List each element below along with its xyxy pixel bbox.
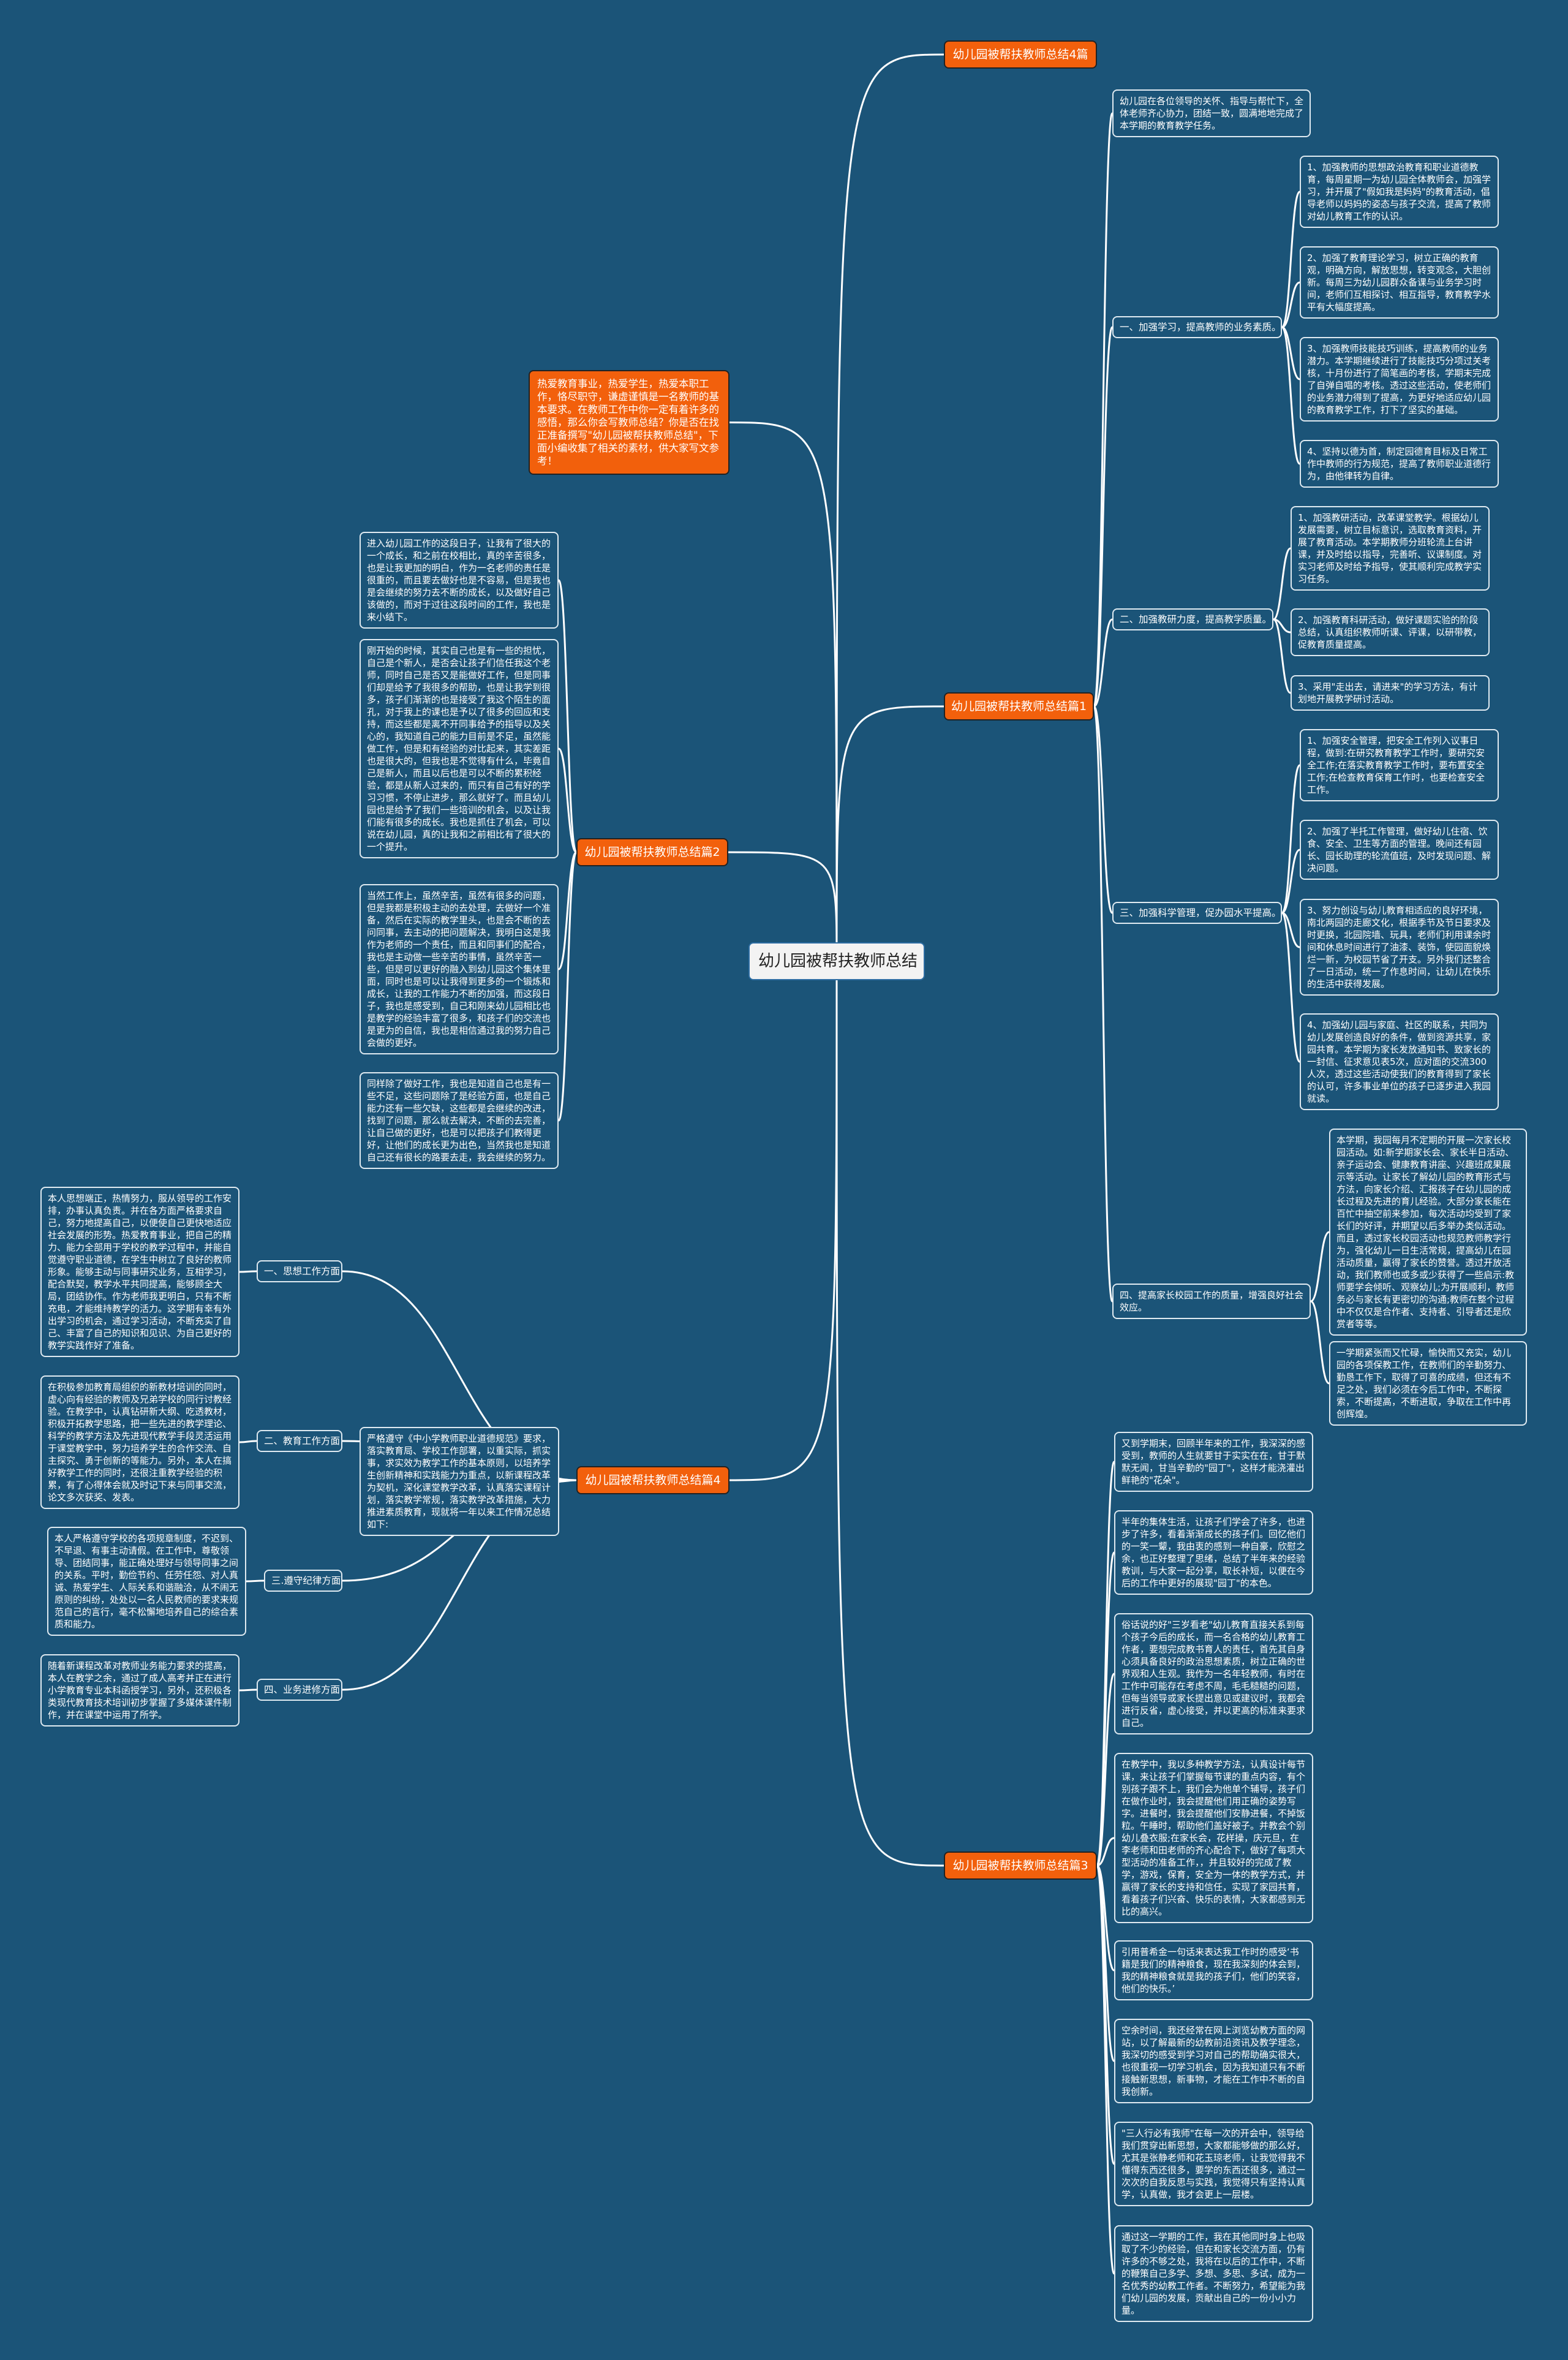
connector-line xyxy=(1281,326,1300,380)
article-1-section-1-item[interactable]: 2、加强了教育理论学习，树立正确的教育观，明确方向，解放思想，转变观念，大胆创新… xyxy=(1300,246,1499,319)
article-1-section-4[interactable]: 四、提高家长校园工作的质量，增强良好社会效应。 xyxy=(1112,1284,1311,1319)
article-1-section-1[interactable]: 一、加强学习，提高教师的业务素质。 xyxy=(1112,316,1282,338)
article-2-paragraph[interactable]: 同样除了做好工作，我也是知道自己也是有一些不足，这些问题除了是经验方面，也是自己… xyxy=(360,1072,559,1169)
connector-line xyxy=(239,1440,257,1443)
connector-line xyxy=(1281,764,1301,914)
article-4-section-label[interactable]: 三.遵守纪律方面 xyxy=(264,1570,342,1592)
article-1-section-1-item[interactable]: 3、加强教师技能技巧训练，提高教师的业务潜力。本学期继续进行了技能技巧分项过关考… xyxy=(1300,337,1499,422)
root-topic[interactable]: 幼儿园被帮扶教师总结 xyxy=(748,942,925,980)
connector-line xyxy=(557,851,578,970)
article-4-section-label[interactable]: 四、业务进修方面 xyxy=(257,1679,342,1701)
article-4-section-text[interactable]: 本人严格遵守学校的各项规章制度，不迟到、不早退、有事主动请假。在工作中，尊敬领导… xyxy=(47,1527,246,1636)
article-3-paragraph[interactable]: 俗话说的好"三岁看老"幼儿教育直接关系到每个孩子今后的成长，而一名合格的幼儿教育… xyxy=(1114,1613,1313,1734)
connector-line xyxy=(1273,618,1291,694)
article-1-section-4-item[interactable]: 一学期紧张而又忙碌，愉快而又充实，幼儿园的各项保教工作，在教师们的辛勤努力、勤恳… xyxy=(1329,1341,1527,1426)
connector-line xyxy=(1281,281,1300,328)
article-1-section-3-item[interactable]: 2、加强了半托工作管理，做好幼儿住宿、饮食、安全、卫生等方面的管理。晚间还有园长… xyxy=(1300,820,1499,880)
connector-line xyxy=(1093,705,1114,914)
connector-line xyxy=(1281,191,1301,328)
article-4-section-text[interactable]: 本人思想端正，热情努力，服从领导的工作安排，办事认真负责。并在各方面严格要求自己… xyxy=(40,1187,239,1357)
connector-line xyxy=(1096,1837,1115,1867)
article-1-section-3-item[interactable]: 3、努力创设与幼儿教育相适应的良好环境，南北两园的走廊文化，根据季节及节日要求及… xyxy=(1300,899,1499,996)
article-3-paragraph[interactable]: "三人行必有我师"在每一次的开会中，领导给我们贯穿出新思想，大家都能够做的那么好… xyxy=(1114,2122,1313,2206)
branch-article-1[interactable]: 幼儿园被帮扶教师总结篇1 xyxy=(944,692,1094,720)
article-4-section-text[interactable]: 随着新课程改革对教师业务能力要求的提高，本人在教学之余，通过了成人高考并正在进行… xyxy=(40,1654,239,1727)
article-3-paragraph[interactable]: 空余时间，我还经常在网上浏览幼教方面的网站，以了解最新的幼教前沿资讯及教学理念，… xyxy=(1114,2019,1313,2103)
article-1-section-3[interactable]: 三、加强科学管理，促办园水平提高。 xyxy=(1112,902,1282,924)
article-3-paragraph[interactable]: 又到学期末，回顾半年来的工作，我深深的感受到，教师的人生就要甘于实实在在，甘于默… xyxy=(1114,1432,1313,1492)
connector-line xyxy=(557,747,578,853)
branch-article-4[interactable]: 幼儿园被帮扶教师总结篇4 xyxy=(576,1466,729,1494)
connector-line xyxy=(1310,1231,1330,1303)
article-3-paragraph[interactable]: 引用普希金一句话来表达我工作时的感受‘书籍是我们的精神粮食，现在我深刻的体会到，… xyxy=(1114,1940,1313,2000)
connector-line xyxy=(557,579,578,853)
connector-line xyxy=(1093,326,1114,708)
connector-line xyxy=(557,851,578,1122)
connector-line xyxy=(835,53,944,962)
connector-line xyxy=(1093,112,1114,708)
connector-line xyxy=(1310,1300,1330,1385)
connector-line xyxy=(1281,912,1300,948)
article-4-section-label[interactable]: 一、思想工作方面 xyxy=(257,1260,342,1282)
connector-line xyxy=(1281,326,1301,465)
article-4-section-label[interactable]: 二、教育工作方面 xyxy=(257,1430,342,1452)
article-2-paragraph[interactable]: 进入幼儿园工作的这段日子，让我有了很大的一个成长，和之前在校相比，真的辛苦很多，… xyxy=(360,532,559,629)
connector-line xyxy=(1281,849,1300,914)
article-1-section-3-item[interactable]: 4、加强幼儿园与家庭、社区的联系，共同为幼儿发展创造良好的条件，做到资源共享，家… xyxy=(1300,1013,1499,1110)
connector-line xyxy=(1096,1864,1115,2275)
branch-article-3[interactable]: 幼儿园被帮扶教师总结篇3 xyxy=(944,1851,1097,1880)
article-1-section-1-item[interactable]: 4、坚持以德为首，制定园德育目标及日常工作中教师的行为规范，提高了教师职业道德行… xyxy=(1300,440,1499,488)
article-3-paragraph[interactable]: 半年的集体生活，让孩子们学会了许多，也进步了许多，看着渐渐成长的孩子们。回忆他们… xyxy=(1114,1510,1313,1595)
article-1-section-4-item[interactable]: 本学期，我园每月不定期的开展一次家长校园活动。如:新学期家长会、家长半日活动、亲… xyxy=(1329,1129,1527,1336)
article-1-section-2-item[interactable]: 3、采用"走出去，请进来"的学习方法，有计划地开展教学研讨活动。 xyxy=(1291,675,1490,711)
connector-line xyxy=(1093,705,1114,1303)
connector-line xyxy=(835,705,944,962)
connector-line xyxy=(835,961,944,1867)
connector-line xyxy=(1096,1673,1115,1867)
article-3-paragraph[interactable]: 在教学中，我以多种教学方法，认真设计每节课，来让孩子们掌握每节课的重点内容，有个… xyxy=(1114,1753,1313,1923)
branch-article-2[interactable]: 幼儿园被帮扶教师总结篇2 xyxy=(576,838,728,866)
intro-summary[interactable]: 热爱教育事业，热爱学生，热爱本职工作，恪尽职守，谦虚谨慎是一名教师的基本要求。在… xyxy=(529,370,729,475)
article-1-section-1-item[interactable]: 1、加强教师的思想政治教育和职业道德教育，每周星期一为幼儿园全体教师会，加强学习… xyxy=(1300,156,1499,228)
connector-line xyxy=(1273,547,1291,621)
connector-line xyxy=(1096,1551,1115,1867)
article-3-paragraph[interactable]: 通过这一学期的工作，我在其他同时身上也吸取了不少的经验，但在和家长交流方面，仍有… xyxy=(1114,2225,1313,2322)
article-4-section-text[interactable]: 在积极参加教育局组织的新教材培训的同时，虚心向有经验的教师及兄弟学校的同行讨教经… xyxy=(40,1375,239,1509)
article-1-section-2-item[interactable]: 1、加强教研活动，改革课堂教学。根据幼儿发展需要，树立目标意识，选取教育资料，开… xyxy=(1291,506,1490,591)
article-2-paragraph[interactable]: 刚开始的时候，其实自己也是有一些的担忧，自己是个新人，是否会让孩子们信任我这个老… xyxy=(360,639,559,858)
connector-line xyxy=(1093,618,1113,708)
connector-line xyxy=(729,961,838,1481)
branch-summary-4-articles[interactable]: 幼儿园被帮扶教师总结4篇 xyxy=(944,40,1097,69)
article-4-intro[interactable]: 严格遵守《中小学教师职业道德规范》要求，落实教育局、学校工作部署，以重实际，抓实… xyxy=(360,1427,559,1536)
connector-line xyxy=(729,422,838,962)
article-2-paragraph[interactable]: 当然工作上，虽然辛苦，虽然有很多的问题，但是我都是积极主动的去处理，去做好一个准… xyxy=(360,884,559,1054)
article-1-section-2[interactable]: 二、加强教研力度，提高教学质量。 xyxy=(1112,608,1273,630)
article-1-section-3-item[interactable]: 1、加强安全管理，把安全工作列入议事日程，做到:在研究教育教学工作时，要研究安全… xyxy=(1300,729,1499,801)
article-1-intro[interactable]: 幼儿园在各位领导的关怀、指导与帮忙下，全体老师齐心协力，团结一致，圆满地地完成了… xyxy=(1112,89,1311,137)
article-1-section-2-item[interactable]: 2、加强教育科研活动，做好课题实验的阶段总结，认真组织教师听课、评课，以研带教，… xyxy=(1291,608,1490,656)
connector-line xyxy=(1281,912,1301,1063)
connector-line xyxy=(1096,1461,1115,1867)
connector-line xyxy=(239,1270,257,1273)
